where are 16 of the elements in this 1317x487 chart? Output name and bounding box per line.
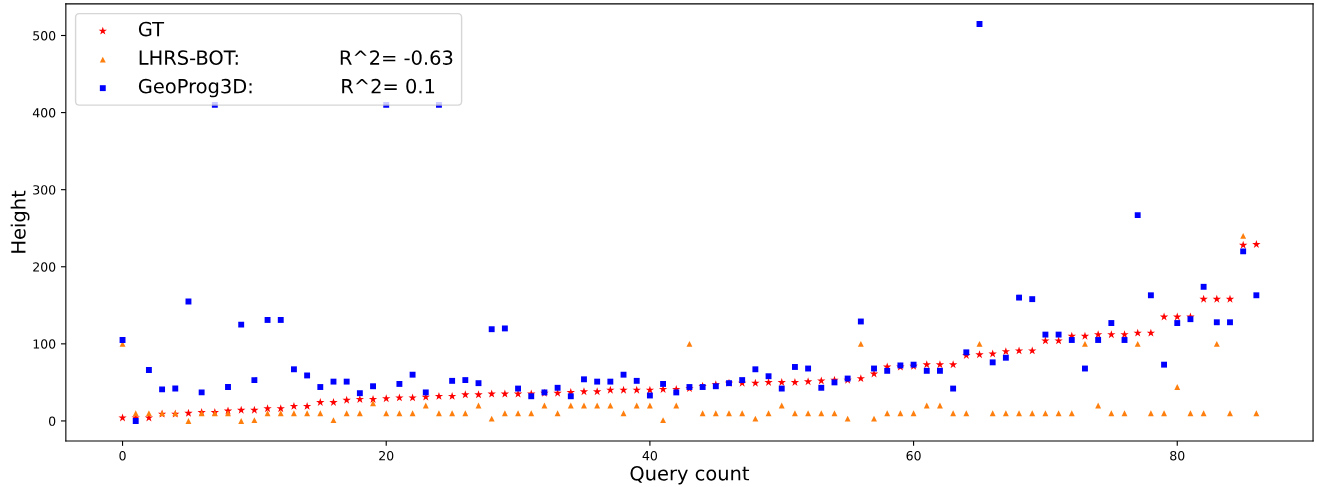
y-tick-label: 400 — [32, 108, 56, 118]
y-tick-label: 200 — [33, 262, 56, 272]
x-tick-label: 40 — [642, 450, 658, 461]
legend-label: GT — [138, 21, 165, 37]
x-tick-label: 0 — [119, 450, 126, 461]
y-tick-label: 100 — [33, 339, 56, 349]
y-tick-label: 300 — [33, 185, 56, 195]
y-tick-label: 0 — [49, 416, 56, 426]
legend-label: LHRS-BOT: R^2= -0.63 — [139, 50, 453, 65]
x-tick-label: 20 — [379, 450, 394, 461]
x-tick-label: 80 — [1170, 450, 1185, 461]
y-axis-title: Height — [10, 190, 30, 253]
x-axis-title: Query count — [630, 465, 750, 485]
x-tick-label: 60 — [906, 450, 921, 461]
y-tick-label: 500 — [33, 30, 56, 41]
legend-label: GeoProg3D: R^2= 0.1 — [138, 78, 435, 98]
